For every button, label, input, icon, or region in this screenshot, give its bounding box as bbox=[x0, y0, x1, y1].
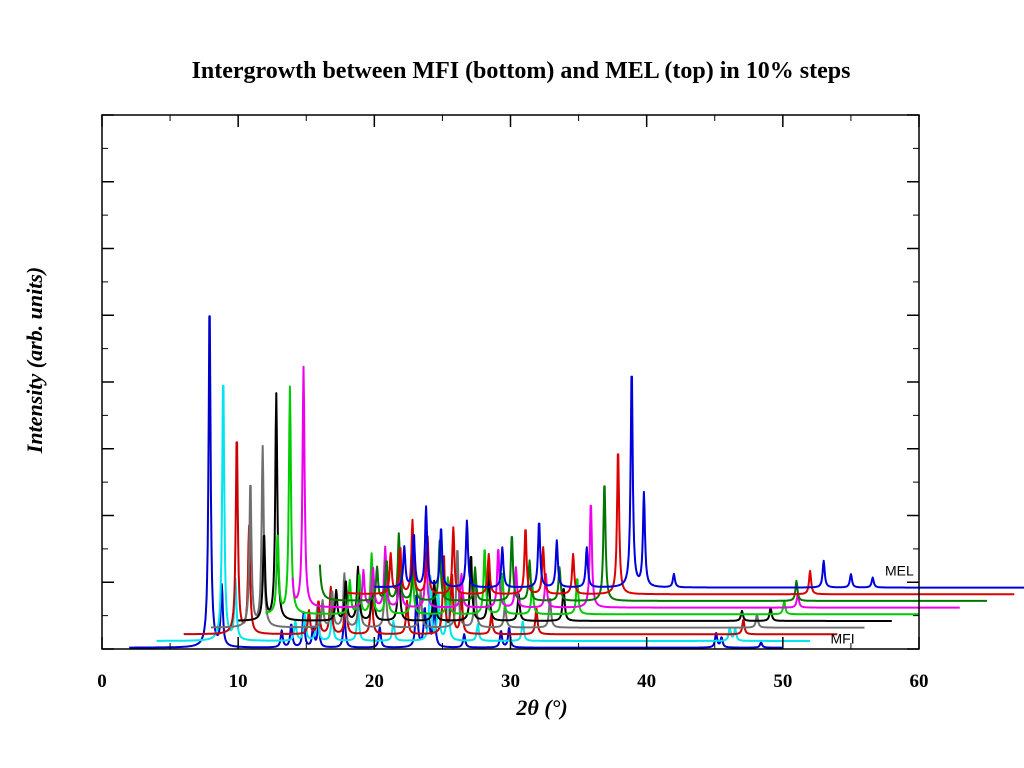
x-tick-label: 20 bbox=[365, 671, 384, 692]
series-layer bbox=[128, 315, 1024, 649]
ticks-layer: 0 10 20 30 40 50 60 bbox=[97, 114, 929, 692]
x-tick-label: 30 bbox=[501, 671, 520, 692]
series-line-2 bbox=[156, 384, 811, 642]
series-line-5 bbox=[237, 392, 893, 622]
series-line-3 bbox=[183, 441, 838, 636]
chart-title: Intergrowth between MFI (bottom) and MEL… bbox=[192, 58, 851, 84]
series-line-7 bbox=[291, 365, 961, 609]
annotation-mel: MEL bbox=[885, 563, 914, 579]
x-tick-label: 60 bbox=[910, 671, 929, 692]
x-tick-label: 0 bbox=[97, 671, 107, 692]
x-tick-label: 40 bbox=[637, 671, 656, 692]
series-line-8 bbox=[318, 485, 988, 602]
y-axis-label: Intensity (arb. units) bbox=[22, 267, 47, 454]
series-line-6 bbox=[264, 385, 920, 616]
series-line-10 bbox=[373, 375, 1024, 589]
x-tick-label: 50 bbox=[773, 671, 792, 692]
x-axis-label: 2θ (°) bbox=[515, 695, 567, 720]
series-line-9 bbox=[346, 453, 1015, 596]
annotation-mfi: MFI bbox=[830, 631, 854, 647]
x-tick-label: 10 bbox=[229, 671, 248, 692]
annotation-layer: MEL MFI bbox=[830, 563, 913, 647]
